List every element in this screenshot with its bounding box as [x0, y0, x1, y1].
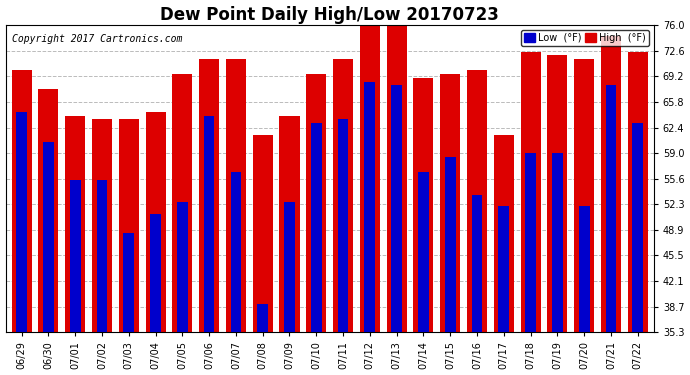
Bar — [386, 25, 406, 332]
Bar — [498, 206, 509, 332]
Bar — [333, 59, 353, 332]
Bar — [579, 206, 589, 332]
Bar — [172, 74, 193, 332]
Bar — [472, 195, 482, 332]
Bar — [547, 55, 567, 332]
Bar — [257, 304, 268, 332]
Bar — [311, 123, 322, 332]
Bar — [364, 82, 375, 332]
Bar — [440, 74, 460, 332]
Bar — [65, 116, 86, 332]
Bar — [525, 153, 536, 332]
Bar — [467, 70, 487, 332]
Bar — [43, 142, 54, 332]
Title: Dew Point Daily High/Low 20170723: Dew Point Daily High/Low 20170723 — [160, 6, 499, 24]
Bar — [413, 78, 433, 332]
Bar — [226, 59, 246, 332]
Bar — [601, 36, 621, 332]
Bar — [359, 21, 380, 332]
Bar — [552, 153, 563, 332]
Bar — [230, 172, 241, 332]
Bar — [520, 51, 541, 332]
Bar — [574, 59, 594, 332]
Bar — [279, 116, 299, 332]
Bar — [17, 112, 27, 332]
Bar — [150, 214, 161, 332]
Bar — [119, 120, 139, 332]
Bar — [391, 86, 402, 332]
Bar — [445, 157, 455, 332]
Bar — [284, 202, 295, 332]
Bar — [337, 120, 348, 332]
Bar — [12, 70, 32, 332]
Bar — [418, 172, 428, 332]
Bar — [146, 112, 166, 332]
Bar — [253, 135, 273, 332]
Bar — [632, 123, 643, 332]
Bar — [177, 202, 188, 332]
Bar — [70, 180, 81, 332]
Text: Copyright 2017 Cartronics.com: Copyright 2017 Cartronics.com — [12, 34, 182, 44]
Bar — [199, 59, 219, 332]
Bar — [124, 232, 134, 332]
Bar — [92, 120, 112, 332]
Legend: Low  (°F), High  (°F): Low (°F), High (°F) — [521, 30, 649, 46]
Bar — [306, 74, 326, 332]
Bar — [97, 180, 108, 332]
Bar — [204, 116, 215, 332]
Bar — [606, 86, 616, 332]
Bar — [494, 135, 514, 332]
Bar — [628, 51, 648, 332]
Bar — [39, 89, 59, 332]
